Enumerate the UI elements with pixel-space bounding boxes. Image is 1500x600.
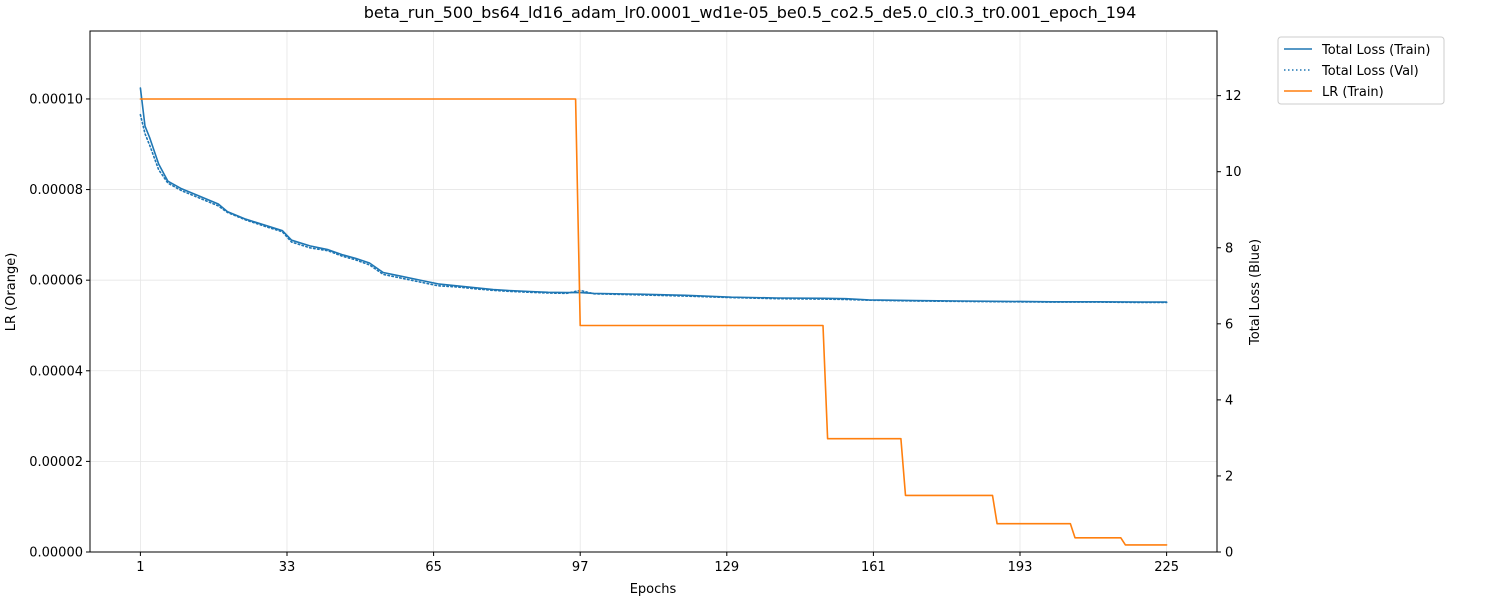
x-tick-label: 129 [714,560,739,575]
left-y-axis-label: LR (Orange) [4,253,19,332]
right-y-tick-label: 8 [1225,241,1233,256]
series-line-lr-train [139,98,1168,546]
left-y-tick-label: 0.00006 [29,274,83,289]
legend-label: Total Loss (Train) [1321,43,1430,58]
legend: Total Loss (Train) Total Loss (Val) LR (Tr… [1277,36,1445,105]
chart-title: beta_run_500_bs64_ld16_adam_lr0.0001_wd1… [364,3,1137,23]
series-layer [139,87,1168,546]
plot-frame [89,30,1218,553]
grid-lines [90,31,1217,553]
right-y-tick-label: 0 [1225,546,1233,561]
x-tick-label: 65 [425,560,442,575]
x-tick-label: 1 [136,560,144,575]
right-y-axis-label: Total Loss (Blue) [1248,239,1263,346]
x-tick-label: 225 [1154,560,1179,575]
right-y-tick-label: 12 [1225,89,1242,104]
left-y-tick-label: 0.00010 [29,92,83,107]
right-y-tick-label: 10 [1225,165,1242,180]
left-y-tick-label: 0.00002 [29,455,83,470]
legend-label: LR (Train) [1322,85,1384,100]
right-y-tick-label: 2 [1225,469,1233,484]
left-y-tick-label: 0.00004 [29,364,83,379]
left-y-tick-label: 0.00008 [29,183,83,198]
left-y-tick-label: 0.00000 [29,546,83,561]
x-tick-label: 33 [279,560,296,575]
right-y-axis: 0 2 4 6 8 10 12 [1217,89,1242,561]
left-y-axis: 0.00000 0.00002 0.00004 0.00006 0.00008 0.000… [29,92,90,561]
x-axis-label: Epochs [630,582,677,597]
legend-label: Total Loss (Val) [1321,64,1419,79]
right-y-tick-label: 4 [1225,393,1233,408]
x-tick-label: 161 [861,560,886,575]
x-tick-label: 193 [1008,560,1033,575]
legend-box [1277,36,1445,105]
x-tick-label: 97 [572,560,589,575]
x-axis: 1 33 65 97 129 161 193 225 [136,552,1179,575]
series-line-total-loss-train [139,87,1168,303]
right-y-tick-label: 6 [1225,317,1233,332]
series-line-total-loss-val [139,113,1168,304]
